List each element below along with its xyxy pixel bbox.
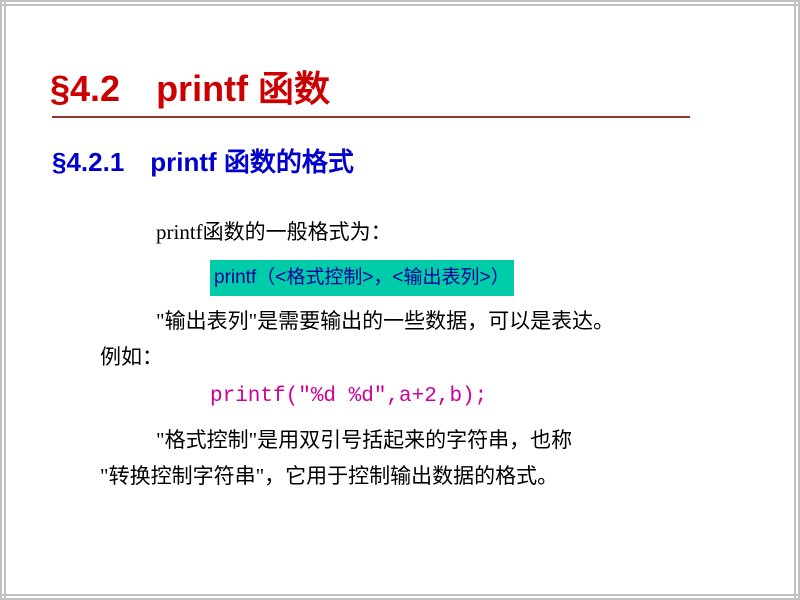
border-top (0, 0, 800, 6)
desc1-line1: "输出表列"是需要输出的一些数据，可以是表达。 (156, 304, 730, 340)
desc2-line2: "转换控制字符串"，它用于控制输出数据的格式。 (100, 459, 730, 495)
section-title: §4.2 printf 函数 (50, 60, 750, 112)
border-right (794, 0, 800, 600)
border-left (0, 0, 6, 600)
slide: §4.2 printf 函数 §4.2.1 printf 函数的格式 print… (0, 0, 800, 600)
title-underline (52, 116, 690, 118)
code-example: printf("%d %d",a+2,b); (210, 379, 730, 415)
border-bottom (0, 594, 800, 600)
subsection-title: §4.2.1 printf 函数的格式 (52, 142, 750, 179)
desc2-line1: "格式控制"是用双引号括起来的字符串，也称 (156, 423, 730, 459)
syntax-box: printf（<格式控制>，<输出表列>） (210, 260, 514, 296)
body-content: printf函数的一般格式为： printf（<格式控制>，<输出表列>） "输… (100, 215, 730, 494)
desc1-line2: 例如： (100, 340, 730, 376)
intro-text: printf函数的一般格式为： (156, 215, 730, 251)
